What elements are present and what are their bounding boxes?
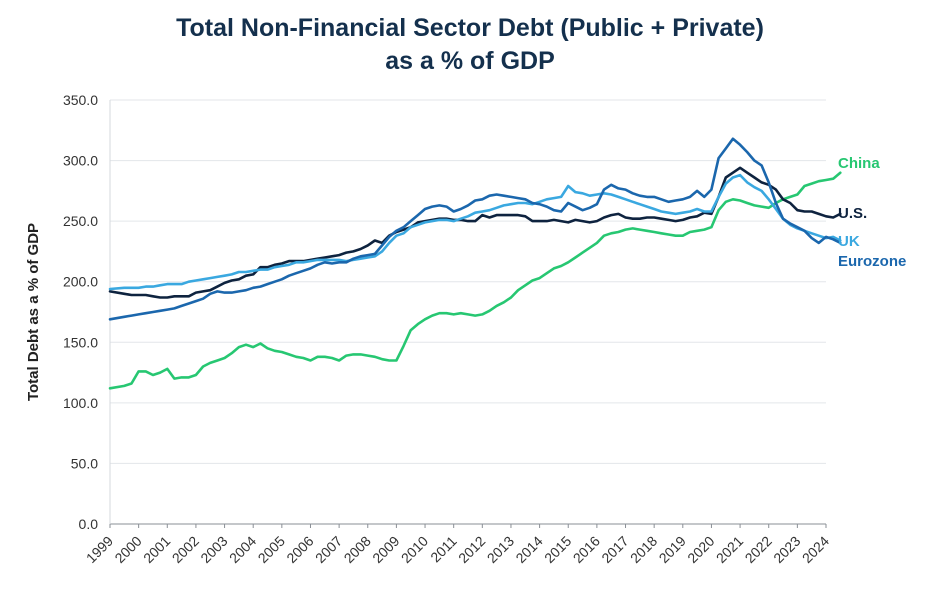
y-tick-label: 250.0 — [63, 213, 98, 229]
x-tick-label: 2020 — [684, 533, 717, 566]
y-tick-label: 200.0 — [63, 274, 98, 290]
x-tick-label: 1999 — [83, 533, 116, 566]
chart-title-line-2: as a % of GDP — [385, 47, 555, 75]
y-tick-label: 150.0 — [63, 334, 98, 350]
y-tick-label: 100.0 — [63, 395, 98, 411]
x-tick-label: 2014 — [512, 533, 545, 566]
x-tick-label: 2017 — [598, 533, 631, 566]
series-label-uk: UK — [838, 233, 860, 250]
series-line-uk — [108, 173, 842, 291]
series-label-eurozone: Eurozone — [838, 253, 906, 270]
x-tick-label: 2021 — [713, 533, 746, 566]
y-tick-label: 300.0 — [63, 153, 98, 169]
x-tick-label: 2018 — [627, 533, 660, 566]
x-tick-label: 2008 — [341, 533, 374, 566]
x-tick-label: 2012 — [455, 533, 488, 566]
x-tick-label: 2016 — [570, 533, 603, 566]
y-tick-label: 50.0 — [71, 455, 98, 471]
chart-title-line-1: Total Non-Financial Sector Debt (Public … — [176, 14, 764, 42]
x-tick-label: 2011 — [427, 533, 460, 566]
x-tick-label: 2019 — [656, 533, 689, 566]
x-tick-label: 2006 — [283, 533, 316, 566]
series-labels: China U.S. UK Eurozone — [838, 155, 906, 270]
y-tick-label: 0.0 — [79, 516, 99, 532]
series-line-china — [108, 171, 842, 390]
y-tick-label: 350.0 — [63, 92, 98, 108]
series-lines — [108, 137, 842, 390]
x-tick-label: 2005 — [255, 533, 288, 566]
series-label-us: U.S. — [838, 205, 867, 222]
x-tick-label: 2009 — [369, 533, 402, 566]
y-axis-label: Total Debt as a % of GDP — [25, 223, 42, 401]
x-tick-label: 2024 — [799, 533, 832, 566]
x-tick-label: 2015 — [541, 533, 574, 566]
series-line-eurozone — [108, 137, 842, 321]
x-tick-label: 2002 — [169, 533, 202, 566]
x-tick-label: 2000 — [111, 533, 144, 566]
x-tick-label: 2013 — [484, 533, 517, 566]
x-tick-label: 2023 — [770, 533, 803, 566]
x-tick-label: 2003 — [197, 533, 230, 566]
x-tick-label: 2001 — [140, 533, 173, 566]
x-tick-label: 2022 — [741, 533, 774, 566]
series-label-china: China — [838, 155, 880, 172]
x-tick-label: 2007 — [312, 533, 345, 566]
series-line-us — [108, 166, 842, 299]
x-tick-label: 2004 — [226, 533, 259, 566]
x-tick-label: 2010 — [398, 533, 431, 566]
